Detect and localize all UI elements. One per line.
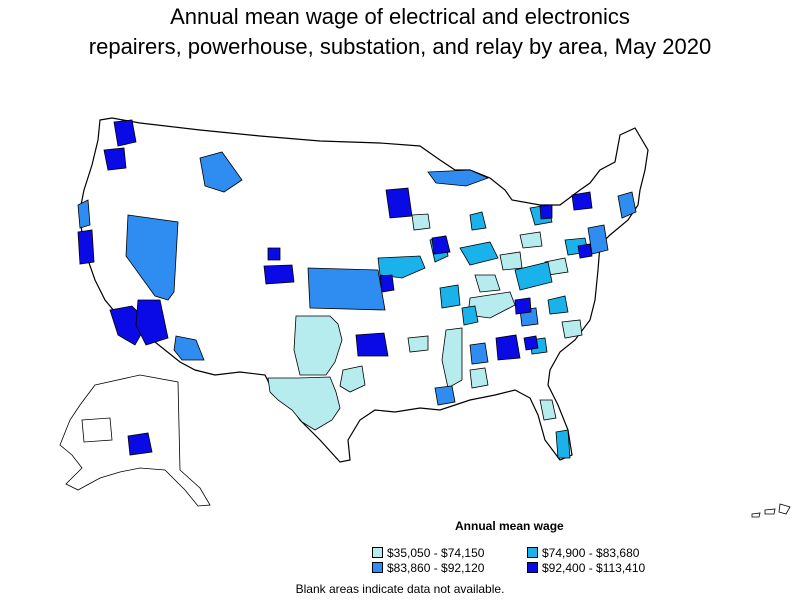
contiguous-us	[77, 117, 649, 463]
region-michigan-upper	[427, 169, 490, 187]
region-indiana-ohio	[459, 241, 499, 266]
region-kansas-city-area	[377, 255, 426, 279]
legend-swatch-tier-3	[372, 562, 383, 573]
region-oklahoma-east	[355, 332, 389, 357]
map-title: Annual mean wage of electrical and elect…	[0, 2, 800, 62]
region-kansas-east	[379, 274, 395, 293]
region-carolina-piedmont	[547, 295, 569, 315]
region-florida-east	[555, 429, 571, 459]
region-southern-nevada	[135, 299, 169, 346]
region-appalachia	[514, 261, 553, 291]
region-kansas	[307, 267, 386, 311]
legend-label-tier-3: $83,860 - $92,120	[387, 561, 485, 575]
region-texas-central	[339, 365, 366, 393]
legend-label-tier-1: $35,050 - $74,150	[387, 546, 485, 560]
region-tennessee-valley	[461, 305, 479, 326]
region-anchorage	[127, 432, 153, 456]
region-idaho-north	[199, 151, 243, 193]
region-florida-north	[539, 399, 557, 421]
region-michigan-south	[469, 211, 487, 231]
region-texas-west	[267, 376, 341, 431]
hawaii-island-1	[751, 512, 761, 518]
region-new-england	[617, 191, 637, 219]
hawaii	[751, 503, 791, 518]
region-mississippi	[469, 342, 489, 365]
no-data-note: Blank areas indicate data not available.	[295, 582, 505, 596]
legend-title: Annual mean wage	[455, 519, 564, 533]
tier-3-regions	[77, 151, 637, 406]
region-louisiana	[434, 385, 456, 406]
region-seattle	[113, 119, 137, 147]
region-east-coast	[587, 224, 609, 255]
region-pennsylvania	[519, 231, 543, 249]
legend-item-tier-2: $74,900 - $83,680	[527, 547, 639, 560]
title-line-1: Annual mean wage of electrical and elect…	[170, 4, 630, 29]
legend-label-tier-2: $74,900 - $83,680	[542, 546, 640, 560]
region-arkansas	[407, 335, 429, 353]
legend-item-tier-3: $83,860 - $92,120	[372, 562, 484, 575]
legend-item-tier-1: $35,050 - $74,150	[372, 547, 484, 560]
region-atlanta	[495, 334, 521, 361]
region-carolinas	[561, 319, 583, 339]
region-texas-north	[293, 315, 343, 376]
legend-label-tier-4: $92,400 - $113,410	[542, 561, 646, 575]
region-wisconsin	[411, 213, 431, 231]
legend-swatch-tier-2	[527, 547, 538, 558]
region-ohio-east	[514, 297, 532, 315]
region-denver	[263, 264, 295, 285]
region-new-york-east	[539, 204, 553, 220]
region-mid-atlantic	[577, 243, 593, 259]
hawaii-island-2	[764, 508, 776, 515]
hawaii-island-3	[778, 503, 791, 515]
region-arizona-south	[173, 335, 205, 361]
region-missouri-east	[439, 284, 461, 309]
region-nevada	[125, 214, 179, 301]
legend-swatch-tier-4	[527, 562, 538, 573]
region-wyoming-site	[267, 247, 281, 261]
alaska-region-west	[81, 417, 113, 443]
region-south-carolina	[523, 335, 539, 351]
region-alabama-gulf	[469, 367, 489, 389]
tier-4-regions	[77, 119, 593, 361]
region-new-york-north	[571, 191, 593, 211]
legend-swatch-tier-1	[372, 547, 383, 558]
region-bay-area	[77, 229, 95, 265]
tier-1-regions	[267, 213, 583, 431]
region-portland	[103, 147, 127, 171]
region-chicago	[431, 235, 451, 255]
region-ohio-valley	[499, 251, 523, 271]
region-kentucky	[474, 274, 501, 293]
alaska	[59, 374, 211, 507]
legend-item-tier-4: $92,400 - $113,410	[527, 562, 645, 575]
region-minneapolis	[385, 187, 413, 219]
region-california-north	[77, 199, 91, 229]
region-mississippi-valley	[441, 327, 463, 389]
title-line-2: repairers, powerhouse, substation, and r…	[88, 34, 712, 59]
